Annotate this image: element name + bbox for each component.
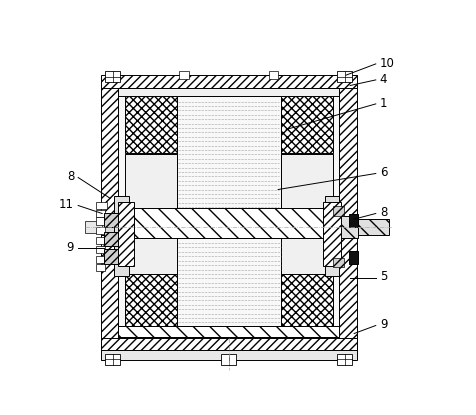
Text: 5: 5 xyxy=(379,270,387,283)
Bar xyxy=(337,354,351,365)
Bar xyxy=(96,227,105,234)
Bar xyxy=(337,71,351,82)
Bar xyxy=(124,238,176,326)
Bar xyxy=(124,273,176,326)
Bar xyxy=(280,96,332,154)
Bar xyxy=(178,71,188,79)
Bar xyxy=(176,96,280,208)
Bar xyxy=(322,202,340,266)
Text: 8: 8 xyxy=(67,170,74,183)
Bar xyxy=(268,71,278,79)
Text: 8: 8 xyxy=(379,206,387,219)
Bar xyxy=(221,354,235,365)
Bar xyxy=(348,251,357,264)
Text: 11: 11 xyxy=(59,198,74,211)
Bar xyxy=(124,96,176,154)
Bar xyxy=(114,196,129,276)
Bar xyxy=(118,88,338,216)
Bar xyxy=(280,154,332,208)
Bar xyxy=(96,246,105,254)
Bar xyxy=(100,219,124,235)
Bar xyxy=(280,273,332,326)
Bar xyxy=(96,210,105,217)
Text: 6: 6 xyxy=(379,166,387,179)
Bar xyxy=(96,256,107,263)
Text: 4: 4 xyxy=(379,73,387,85)
Bar xyxy=(104,213,118,227)
Bar xyxy=(348,214,357,227)
Bar xyxy=(118,326,338,337)
Text: 10: 10 xyxy=(379,56,394,70)
Bar xyxy=(100,85,118,349)
Bar xyxy=(96,217,107,225)
Bar xyxy=(100,350,356,360)
Bar xyxy=(104,232,118,246)
Bar xyxy=(324,196,338,276)
Text: 9: 9 xyxy=(379,318,387,331)
Bar xyxy=(332,216,357,238)
Bar xyxy=(100,337,356,350)
Bar xyxy=(118,202,134,266)
Bar xyxy=(280,238,332,326)
Bar xyxy=(105,354,119,365)
Bar xyxy=(332,206,343,216)
Bar xyxy=(84,222,102,233)
Bar xyxy=(124,154,176,208)
Text: 9: 9 xyxy=(67,241,74,254)
Bar xyxy=(118,208,338,238)
Bar xyxy=(104,249,118,264)
Bar xyxy=(338,85,356,349)
Bar xyxy=(100,75,356,88)
Text: 1: 1 xyxy=(379,97,387,110)
Bar xyxy=(357,219,388,235)
Bar xyxy=(105,71,119,82)
Bar xyxy=(118,326,338,337)
Bar xyxy=(332,257,343,267)
Bar xyxy=(118,88,338,96)
Bar xyxy=(96,237,107,244)
Bar xyxy=(124,208,332,238)
Bar xyxy=(96,264,105,271)
Bar xyxy=(96,202,107,209)
Bar xyxy=(118,238,338,326)
